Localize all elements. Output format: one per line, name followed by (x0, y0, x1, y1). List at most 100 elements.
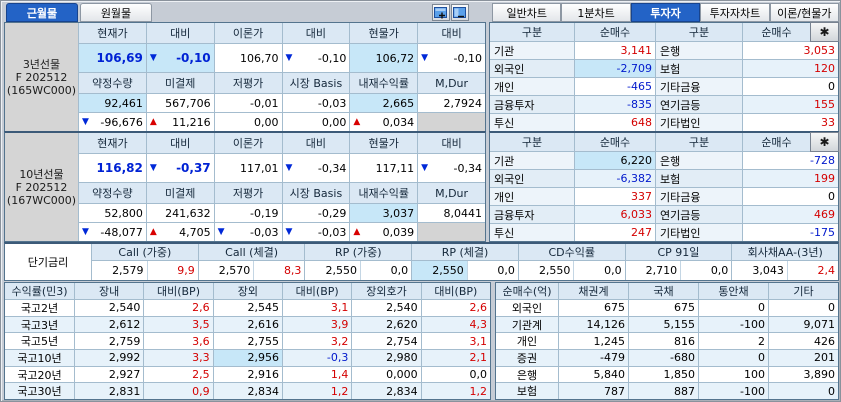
value-text: 887 (674, 384, 695, 398)
pane-add-button[interactable] (432, 4, 450, 21)
yield-header-cell: 대비(BP) (144, 283, 213, 299)
value-text: -0,34 (453, 161, 482, 175)
investor-header-cell: 순매수 (575, 133, 655, 151)
tab-general-chart[interactable]: 일반차트 (492, 3, 562, 22)
investor-value-cell: -465 (575, 78, 655, 95)
down-triangle-icon: ▼ (285, 162, 293, 173)
down-triangle-icon: ▼ (149, 162, 157, 173)
rate-value-cell: 3,043 (732, 261, 787, 280)
yield-value-cell: 3,9 (283, 316, 352, 333)
yield-value-cell: 2,612 (75, 316, 144, 333)
tab-investor-chart[interactable]: 투자자차트 (700, 3, 770, 22)
yield-value-cell: 0,000 (352, 366, 421, 383)
netbuy-value-cell: 0 (699, 350, 768, 366)
value-text: -0,37 (176, 161, 211, 175)
rate-name-cell: Call (가중) (92, 244, 198, 261)
value-text: 0 (828, 80, 835, 93)
contract-label-line: F 202512 (15, 70, 68, 84)
down-triangle-icon: ▼ (82, 116, 89, 127)
investor-value-cell: -2,709 (575, 60, 655, 77)
futures-header-cell: M,Dur (418, 183, 485, 203)
value-text: -0,03 (317, 225, 347, 239)
gear-icon[interactable]: ✱ (810, 132, 839, 152)
yield-table-title: 수익률(민3) (5, 283, 74, 299)
investor-table-3yr: 구분 순매수 구분 순매수 ✱ 기관 3,141 은행 3,053 외국인 -2,709 보험 120 개… (489, 22, 839, 132)
yield-value-cell: 2,616 (213, 316, 282, 333)
investor-name-cell: 개인 (490, 188, 574, 205)
tab-investor[interactable]: 투자자 (630, 3, 701, 22)
investor-name-cell: 기타금융 (656, 78, 742, 95)
netbuy-value-cell: 816 (629, 333, 698, 349)
gear-icon[interactable]: ✱ (810, 22, 839, 42)
tab-near-month[interactable]: 근월물 (6, 3, 78, 22)
futures-stat-cell: 567,706 (146, 94, 214, 112)
netbuy-header-cell: 기타 (769, 283, 838, 299)
value-text: 33 (821, 116, 835, 129)
investor-value-cell: 6,220 (575, 152, 655, 169)
value-text: -100 (740, 384, 765, 398)
value-text: -680 (670, 351, 695, 365)
value-text: 2,754 (386, 334, 418, 348)
futures-header-cell: 미결제 (146, 183, 214, 203)
futures-change-cell: ▼ -0,03 (214, 223, 282, 241)
investor-value-cell: 3,141 (575, 42, 655, 59)
value-text: 2,831 (108, 384, 141, 398)
futures-header-cell: 내재수익률 (350, 73, 418, 93)
value-text: -0,3 (326, 351, 349, 365)
yield-row-name: 국고2년 (5, 300, 74, 316)
futures-header-cell: 현물가 (350, 23, 418, 43)
value-text: 0,0 (604, 264, 622, 277)
netbuy-value-cell: 675 (559, 300, 628, 316)
investor-value-cell: 3,053 (743, 42, 838, 59)
tab-theory-spot[interactable]: 이론/현물가 (769, 3, 840, 22)
value-text: 9,071 (803, 317, 836, 331)
contract-label-line: (167WC000) (6, 193, 77, 207)
futures-header-cell: 대비 (418, 133, 485, 153)
value-text: 8,3 (283, 264, 302, 277)
netbuy-value-cell: 0 (769, 383, 838, 399)
futures-stat-cell: 3,037 (350, 204, 418, 222)
futures-stat-cell: 52,800 (79, 204, 146, 222)
yield-value-cell: 4,3 (421, 316, 490, 333)
tab-far-month[interactable]: 원월물 (80, 3, 152, 22)
rate-group: 회사채AA-(3년) 3,043 2,4 (731, 244, 839, 280)
value-text: 116,82 (96, 161, 143, 175)
value-text: 2,550 (538, 264, 571, 277)
futures-price-cell: 106,70 (214, 44, 282, 72)
futures-header-cell: 미결제 (146, 73, 214, 93)
tab-1min-chart[interactable]: 1분차트 (561, 3, 631, 22)
netbuy-value-cell: 100 (699, 366, 768, 383)
futures-contract-label: 10년선물 F 202512 (167WC000) (5, 133, 78, 241)
value-text: 3,141 (620, 44, 653, 57)
investor-name-cell: 보험 (656, 60, 742, 77)
yield-value-cell: 2,1 (421, 350, 490, 366)
yield-value-cell: 2,754 (352, 333, 421, 349)
value-text: 2,6 (469, 301, 488, 315)
value-text: -465 (627, 80, 652, 93)
value-text: 5,155 (663, 317, 696, 331)
value-text: 1,245 (593, 334, 626, 348)
value-text: 648 (631, 116, 652, 129)
rate-change-cell: 2,4 (786, 261, 839, 280)
value-text: 2,540 (386, 301, 418, 315)
investor-name-cell: 투신 (490, 224, 574, 241)
value-text: 787 (604, 384, 625, 398)
pane-remove-button[interactable] (451, 4, 469, 21)
futures-panel-3yr: 3년선물 F 202512 (165WC000) 현재가 대비 이론가 대비 현물가 대비 106… (4, 22, 486, 132)
futures-stat-cell: -0,03 (282, 94, 350, 112)
futures-change-cell (418, 113, 485, 131)
up-triangle-icon: ▲ (149, 226, 157, 237)
value-text: 4,3 (469, 317, 488, 331)
value-text: 2,834 (386, 384, 418, 398)
investor-value-cell: -6,382 (575, 170, 655, 187)
value-text: 2 (758, 334, 765, 348)
investor-name-cell: 기관 (490, 42, 574, 59)
investor-name-cell: 기타법인 (656, 224, 742, 241)
yield-value-cell: 2,545 (213, 300, 282, 316)
yield-value-cell: 3,5 (144, 316, 213, 333)
value-text: -728 (810, 154, 835, 167)
contract-label-line: 10년선물 (19, 167, 64, 181)
yield-header-cell: 대비(BP) (283, 283, 352, 299)
value-text: -479 (600, 351, 625, 365)
value-text: -835 (627, 98, 652, 111)
